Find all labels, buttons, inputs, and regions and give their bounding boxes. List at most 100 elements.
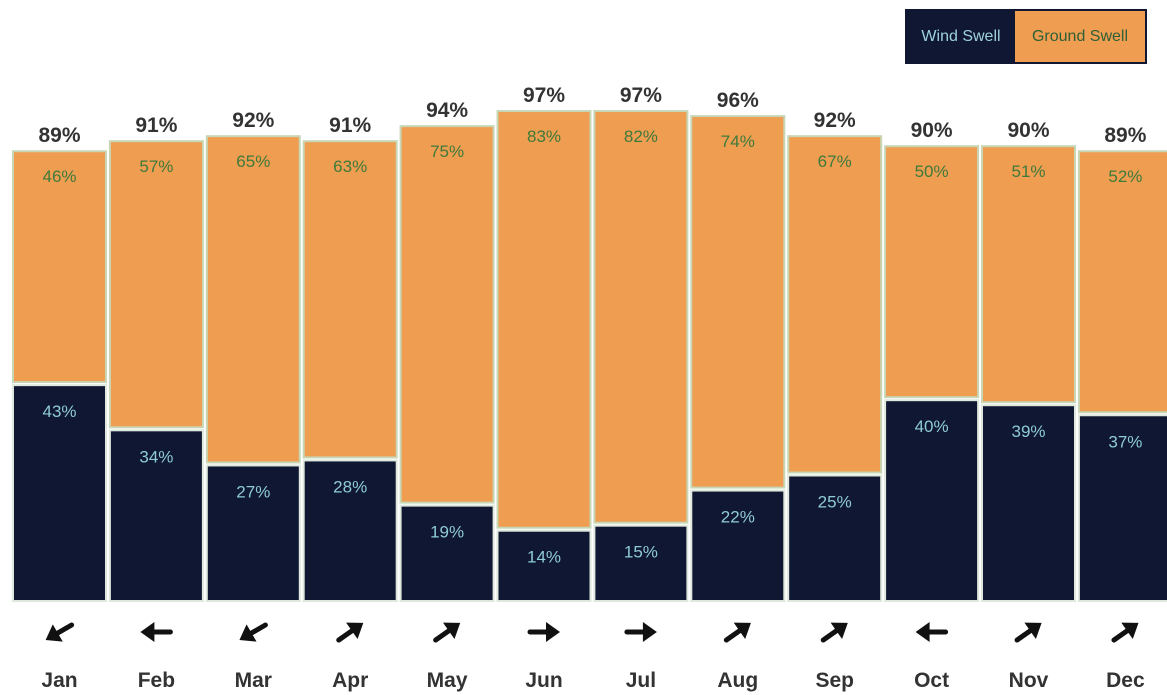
arrow-ne-icon [1014,622,1042,643]
arrow-head [546,622,560,642]
month-label-feb: Feb [138,669,175,692]
label-ground-aug: 74% [721,132,755,151]
label-ground-feb: 57% [139,157,173,176]
month-label-sep: Sep [815,669,854,692]
label-total-feb: 91% [135,114,177,137]
arrow-head [443,622,461,640]
label-wind-jan: 43% [42,402,76,421]
label-wind-sep: 25% [818,493,852,512]
arrow-ne-icon [336,622,364,643]
label-total-jul: 97% [620,84,662,107]
arrow-head [346,622,364,640]
bar-wind-feb [108,429,204,602]
bar-wind-aug [690,489,786,602]
arrow-w-icon [915,622,949,642]
arrow-w-icon [140,622,173,642]
bar-wind-nov [981,404,1076,602]
bar-wind-apr [302,459,398,602]
month-label-mar: Mar [235,669,272,692]
label-ground-jun: 83% [527,127,561,146]
label-ground-sep: 67% [818,152,852,171]
bar-ground-feb [108,140,204,429]
legend-wind-swell: Wind Swell [907,11,1015,62]
bar-wind-may [399,504,495,602]
label-total-mar: 92% [232,109,274,132]
label-wind-nov: 39% [1011,422,1045,441]
arrow-sw-icon [45,622,75,642]
arrow-head [642,622,657,642]
arrow-ne-icon [433,622,461,643]
bar-ground-oct [884,145,980,399]
label-wind-dec: 37% [1108,432,1142,451]
bar-wind-mar [205,464,301,602]
month-label-jun: Jun [525,669,562,692]
chart-legend: Wind Swell Ground Swell [905,9,1147,64]
arrow-sw-icon [239,622,268,642]
month-label-apr: Apr [332,669,368,692]
arrow-e-icon [624,622,657,642]
bar-wind-sep [787,474,883,602]
label-wind-feb: 34% [139,447,173,466]
bar-wind-dec [1077,414,1167,603]
legend-ground-swell: Ground Swell [1015,11,1145,62]
bar-ground-apr [302,140,398,459]
bar-ground-mar [205,135,301,464]
label-wind-apr: 28% [333,477,367,496]
bar-wind-jul [593,524,689,603]
bar-wind-oct [884,399,980,603]
month-label-jul: Jul [626,669,656,692]
label-ground-may: 75% [430,142,464,161]
bar-ground-jul [593,110,689,524]
bar-ground-may [399,125,495,504]
label-total-sep: 92% [814,109,856,132]
bar-ground-aug [690,115,786,489]
arrow-head [239,624,257,642]
label-wind-jul: 15% [624,543,658,562]
label-ground-nov: 51% [1011,162,1045,181]
bar-ground-jan [12,150,107,384]
label-total-apr: 91% [329,114,371,137]
month-label-oct: Oct [914,669,949,692]
bar-ground-sep [787,135,883,474]
label-ground-oct: 50% [915,162,949,181]
arrow-head [830,622,848,640]
label-total-dec: 89% [1104,124,1146,147]
label-wind-mar: 27% [236,482,270,501]
arrow-head [140,622,155,642]
bar-ground-jun [496,110,592,529]
label-wind-oct: 40% [915,417,949,436]
bar-ground-nov [981,145,1076,404]
label-ground-mar: 65% [236,152,270,171]
arrow-head [915,622,930,642]
arrow-ne-icon [1111,622,1139,643]
label-total-oct: 90% [911,119,953,142]
label-wind-aug: 22% [721,508,755,527]
arrow-e-icon [527,622,560,642]
bar-ground-dec [1077,150,1167,414]
month-label-may: May [427,669,468,692]
arrow-ne-icon [723,622,751,643]
month-label-aug: Aug [717,669,758,692]
label-total-aug: 96% [717,89,759,112]
bar-wind-jan [12,384,107,603]
label-ground-jan: 46% [42,167,76,186]
label-total-nov: 90% [1007,119,1049,142]
arrow-head [45,624,63,642]
label-ground-apr: 63% [333,157,367,176]
label-total-jun: 97% [523,84,565,107]
arrow-head [1121,622,1139,640]
arrow-head [733,622,751,640]
label-ground-jul: 82% [624,127,658,146]
bar-wind-jun [496,529,592,602]
label-total-may: 94% [426,99,468,122]
month-label-dec: Dec [1106,669,1145,692]
label-total-jan: 89% [38,124,80,147]
month-label-jan: Jan [41,669,77,692]
label-wind-jun: 14% [527,548,561,567]
arrow-head [1024,622,1042,640]
month-label-nov: Nov [1009,669,1049,692]
label-wind-may: 19% [430,523,464,542]
label-ground-dec: 52% [1108,167,1142,186]
arrow-ne-icon [820,622,848,643]
